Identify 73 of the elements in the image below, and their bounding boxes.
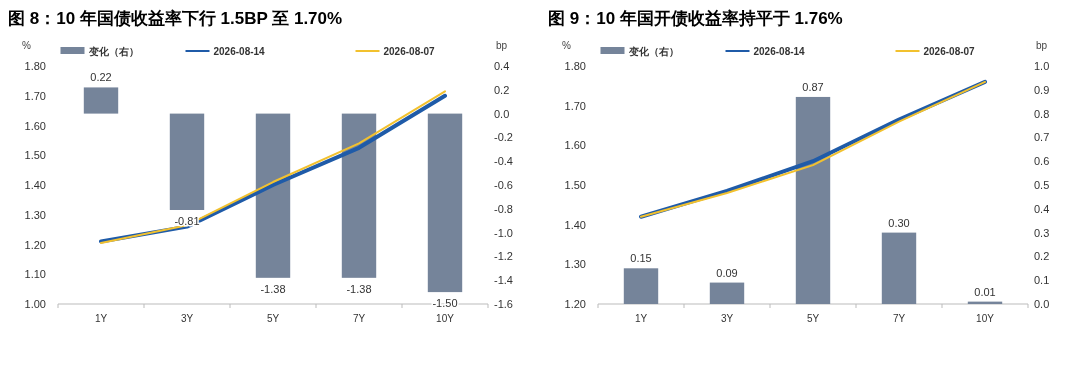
legend-label: 变化（右）: [87, 46, 139, 57]
y-tick-label: 1.80: [24, 60, 46, 72]
y-tick-label: 1.30: [24, 208, 46, 221]
bar: [881, 232, 917, 304]
data-label: 0.15: [630, 252, 652, 265]
y2-tick-label: 0.9: [1034, 83, 1050, 96]
y2-axis-title: bp: [496, 40, 508, 51]
y-tick-label: 1.60: [24, 119, 46, 132]
data-label: 0.30: [888, 216, 910, 229]
x-tick-label: 5Y: [266, 313, 280, 324]
y2-tick-label: 1.0: [1034, 60, 1050, 72]
y-tick-label: 1.70: [564, 99, 586, 112]
bar: [795, 96, 831, 304]
y-tick-label: 1.80: [564, 60, 586, 72]
x-tick-label: 7Y: [352, 313, 366, 324]
x-tick-label: 1Y: [94, 313, 108, 324]
y2-tick-label: -1.2: [494, 250, 513, 263]
y2-tick-label: -0.2: [494, 131, 513, 144]
bar: [623, 268, 659, 304]
x-tick-label: 1Y: [634, 313, 648, 324]
y2-tick-label: 0.7: [1034, 131, 1050, 144]
y-tick-label: 1.50: [564, 179, 586, 191]
data-label: 0.01: [974, 285, 996, 298]
y2-tick-label: 0.1: [1034, 274, 1050, 287]
chart-title: 图 9：10 年国开债收益率持平于 1.76%: [548, 9, 843, 28]
y2-tick-label: 0.6: [1034, 155, 1050, 168]
legend-label: 变化（右）: [627, 46, 679, 57]
y-tick-label: 1.40: [564, 218, 586, 231]
data-label: 0.22: [90, 71, 112, 84]
y-tick-label: 1.10: [24, 268, 46, 281]
y-axis-title: %: [562, 40, 571, 51]
y2-tick-label: -0.6: [494, 179, 513, 191]
y2-tick-label: -1.4: [494, 274, 513, 287]
bar: [709, 282, 745, 304]
y2-tick-label: 0.0: [494, 107, 510, 120]
y2-tick-label: 0.0: [1034, 298, 1050, 310]
y-tick-label: 1.00: [24, 298, 46, 310]
y2-tick-label: 0.2: [1034, 250, 1050, 263]
y-tick-label: 1.60: [564, 139, 586, 152]
y2-tick-label: 0.2: [494, 83, 510, 96]
data-label: -1.38: [260, 282, 286, 295]
data-label: 0.87: [802, 80, 824, 93]
x-tick-label: 10Y: [436, 313, 455, 324]
legend-label: 2026-08-14: [753, 46, 806, 57]
x-tick-label: 3Y: [720, 313, 734, 324]
chart-title: 图 8：10 年国债收益率下行 1.5BP 至 1.70%: [8, 9, 343, 28]
y-tick-label: 1.20: [564, 298, 586, 310]
y-tick-label: 1.20: [24, 238, 46, 251]
legend-label: 2026-08-07: [383, 46, 436, 57]
legend-label: 2026-08-07: [923, 46, 976, 57]
data-label: -1.50: [432, 297, 458, 310]
y2-tick-label: -0.8: [494, 202, 513, 215]
y2-tick-label: -0.4: [494, 155, 513, 168]
y2-tick-label: -1.0: [494, 226, 513, 239]
x-tick-label: 3Y: [180, 313, 194, 324]
y2-axis-title: bp: [1036, 40, 1048, 51]
x-tick-label: 7Y: [892, 313, 906, 324]
y-tick-label: 1.50: [24, 149, 46, 162]
y-axis-title: %: [22, 40, 31, 51]
data-label: -1.38: [346, 282, 372, 295]
y2-tick-label: 0.3: [1034, 226, 1050, 239]
y-tick-label: 1.70: [24, 89, 46, 102]
legend-label: 2026-08-14: [213, 46, 266, 57]
y2-tick-label: 0.8: [1034, 107, 1050, 120]
data-label: 0.09: [716, 266, 738, 279]
x-tick-label: 5Y: [806, 313, 820, 324]
y2-tick-label: -1.6: [494, 298, 513, 310]
x-tick-label: 10Y: [976, 313, 995, 324]
y2-tick-label: 0.4: [1034, 202, 1050, 215]
y-tick-label: 1.40: [24, 179, 46, 191]
y2-tick-label: 0.4: [494, 60, 510, 72]
y2-tick-label: 0.5: [1034, 179, 1050, 191]
y-tick-label: 1.30: [564, 258, 586, 271]
